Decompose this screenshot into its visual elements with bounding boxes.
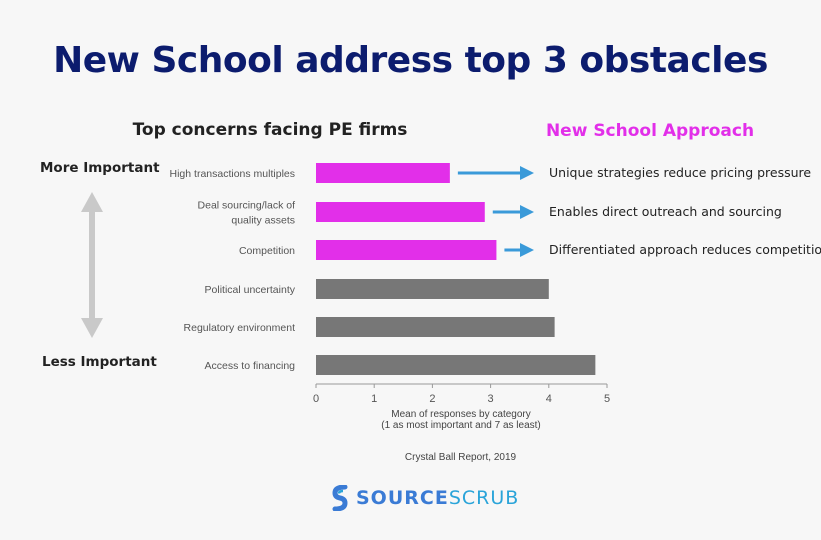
approach-item: Enables direct outreach and sourcing bbox=[549, 204, 782, 219]
more-important-label: More Important bbox=[40, 160, 160, 176]
bar-0 bbox=[316, 163, 450, 183]
less-important-label: Less Important bbox=[42, 354, 157, 370]
category-label: Competition bbox=[239, 245, 295, 257]
category-label: Access to financing bbox=[205, 360, 296, 372]
category-label: Regulatory environment bbox=[184, 322, 296, 334]
bar-4 bbox=[316, 317, 555, 337]
right-arrow-icon bbox=[457, 166, 534, 180]
sourcescrub-logo: SOURCESCRUB bbox=[330, 484, 519, 512]
x-axis-label: (1 as most important and 7 as least) bbox=[381, 420, 541, 431]
x-axis-label: Mean of responses by category bbox=[391, 409, 531, 420]
logo-word-light: SCRUB bbox=[448, 487, 520, 509]
x-tick-label: 2 bbox=[429, 393, 435, 405]
bar-1 bbox=[316, 202, 485, 222]
page-title: New School address top 3 obstacles bbox=[53, 40, 768, 81]
category-label: Political uncertainty bbox=[205, 284, 296, 296]
logo-wordmark: SOURCESCRUB bbox=[356, 487, 519, 509]
importance-arrow-icon bbox=[81, 192, 103, 338]
x-tick-label: 4 bbox=[546, 393, 552, 405]
bar-3 bbox=[316, 279, 549, 299]
logo-word-bold: SOURCE bbox=[356, 487, 449, 509]
approach-title: New School Approach bbox=[545, 121, 755, 141]
chart-title: Top concerns facing PE firms bbox=[132, 120, 408, 140]
approach-item: Differentiated approach reduces competit… bbox=[549, 242, 821, 257]
category-label: Deal sourcing/lack of quality assets bbox=[198, 200, 296, 227]
x-tick-label: 1 bbox=[371, 393, 377, 405]
bar-5 bbox=[316, 355, 596, 375]
right-arrow-icon bbox=[504, 243, 534, 257]
x-tick-label: 3 bbox=[488, 393, 494, 405]
source-note: Crystal Ball Report, 2019 bbox=[404, 452, 517, 463]
approach-item: Unique strategies reduce pricing pressur… bbox=[549, 165, 812, 180]
bar-2 bbox=[316, 240, 497, 260]
right-arrow-icon bbox=[492, 205, 534, 219]
category-label: High transactions multiples bbox=[170, 168, 295, 180]
x-tick-label: 5 bbox=[604, 393, 610, 405]
x-tick-label: 0 bbox=[313, 393, 319, 405]
sourcescrub-logo-icon bbox=[332, 485, 348, 511]
